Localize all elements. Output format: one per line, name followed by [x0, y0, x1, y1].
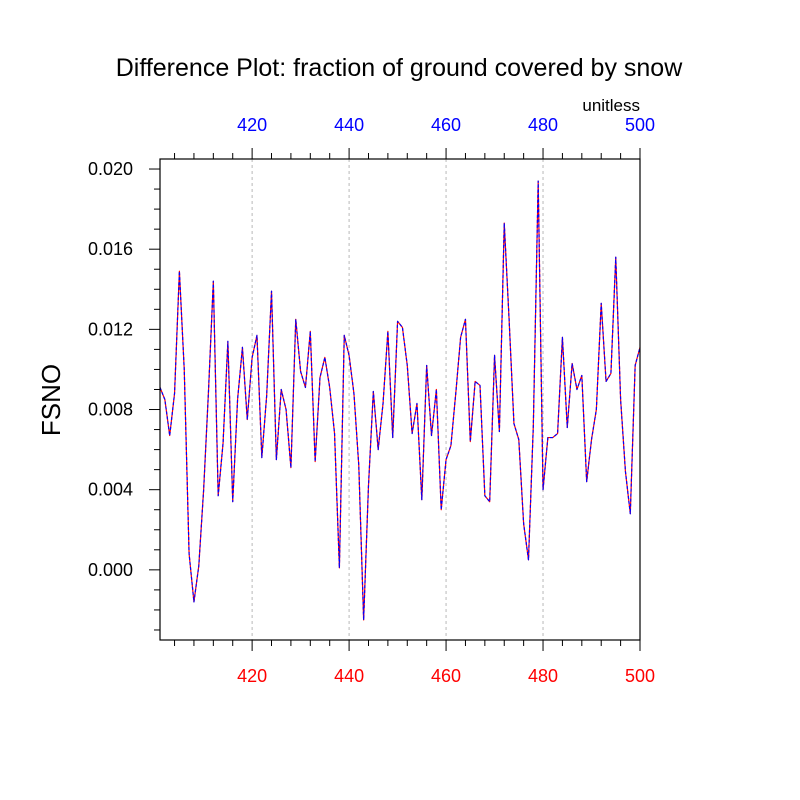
x-tick-label-bottom: 480 — [528, 666, 558, 686]
y-tick-label: 0.012 — [88, 319, 133, 339]
y-tick-label: 0.020 — [88, 159, 133, 179]
data-series — [159, 180, 641, 621]
plot-frame — [159, 158, 641, 641]
y-axis-label: FSNO — [36, 364, 66, 436]
x-tick-label-bottom: 440 — [334, 666, 364, 686]
axis-ticks — [149, 148, 641, 651]
x-tick-label-top: 500 — [625, 115, 655, 135]
grid-lines — [251, 159, 544, 640]
y-tick-label: 0.004 — [88, 480, 133, 500]
y-tick-label: 0.000 — [88, 560, 133, 580]
x-tick-label-bottom: 460 — [431, 666, 461, 686]
x-tick-label-bottom: 420 — [237, 666, 267, 686]
tick-labels: 420 420 440 440 460 460 480 480 500 500 0.000 0.004… — [88, 115, 655, 686]
x-tick-label-top: 440 — [334, 115, 364, 135]
y-tick-label: 0.008 — [88, 400, 133, 420]
x-tick-label-bottom: 500 — [625, 666, 655, 686]
chart-title: Difference Plot: fraction of ground cove… — [116, 54, 683, 82]
series-line-blue-dashed — [159, 180, 641, 621]
x-tick-label-top: 460 — [431, 115, 461, 135]
y-tick-label: 0.016 — [88, 239, 133, 259]
units-label: unitless — [582, 96, 640, 115]
x-tick-label-top: 480 — [528, 115, 558, 135]
x-tick-label-top: 420 — [237, 115, 267, 135]
